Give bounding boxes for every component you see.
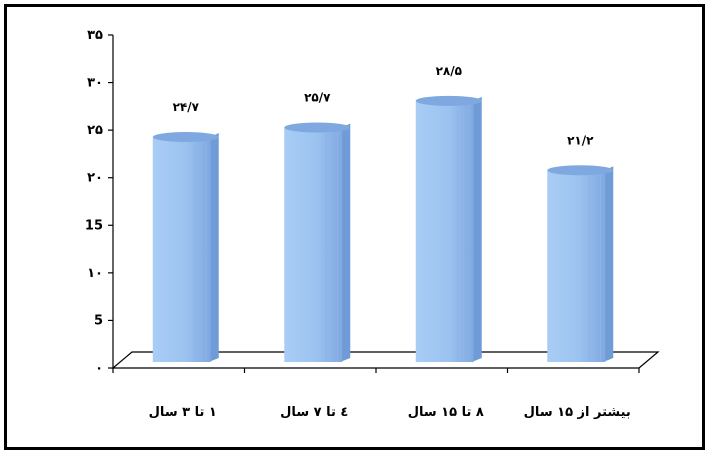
bar xyxy=(415,101,474,362)
bar-side xyxy=(603,166,614,362)
labels: ۰ 5 ۱۰ 15 ۲۰ ۲۵ ۳۰ ۳۵ ۲۴/۷ ۱ تا ۳ سال ۲۵/۷ ٤ تا ۷ س… xyxy=(85,28,631,420)
data-label: ۲۵/۷ xyxy=(304,90,331,104)
category-label: بیشتر از ۱۵ سال xyxy=(524,405,631,420)
bar-side xyxy=(471,96,482,362)
bar-side xyxy=(340,123,351,363)
bar-side xyxy=(208,132,219,362)
category-label: ۱ تا ۳ سال xyxy=(149,405,217,420)
y-tick-label: 15 xyxy=(85,218,103,233)
bar-top xyxy=(415,95,482,106)
y-tick-label: ۰ xyxy=(95,361,103,376)
axes xyxy=(108,34,660,373)
y-tick-label: ۲۵ xyxy=(87,123,103,138)
bar xyxy=(152,137,211,362)
bar-top xyxy=(152,131,219,142)
bar-top xyxy=(547,165,614,176)
data-label: ۲۱/۲ xyxy=(567,133,594,147)
bar-top xyxy=(284,122,351,133)
bars xyxy=(152,95,614,363)
data-label: ۲۸/۵ xyxy=(436,64,462,78)
data-label: ۲۴/۷ xyxy=(173,100,200,114)
category-label: ٤ تا ۷ سال xyxy=(280,405,348,420)
y-tick-label: ۳۵ xyxy=(87,28,103,43)
category-label: ۸ تا ۱۵ سال xyxy=(408,405,484,420)
y-tick-label: 5 xyxy=(94,313,103,328)
y-tick-label: ۳۰ xyxy=(87,76,103,91)
bar xyxy=(284,128,343,362)
chart-floor xyxy=(111,351,660,369)
y-tick-label: ۲۰ xyxy=(87,171,103,186)
bar xyxy=(547,171,606,362)
y-tick-label: ۱۰ xyxy=(87,266,103,281)
